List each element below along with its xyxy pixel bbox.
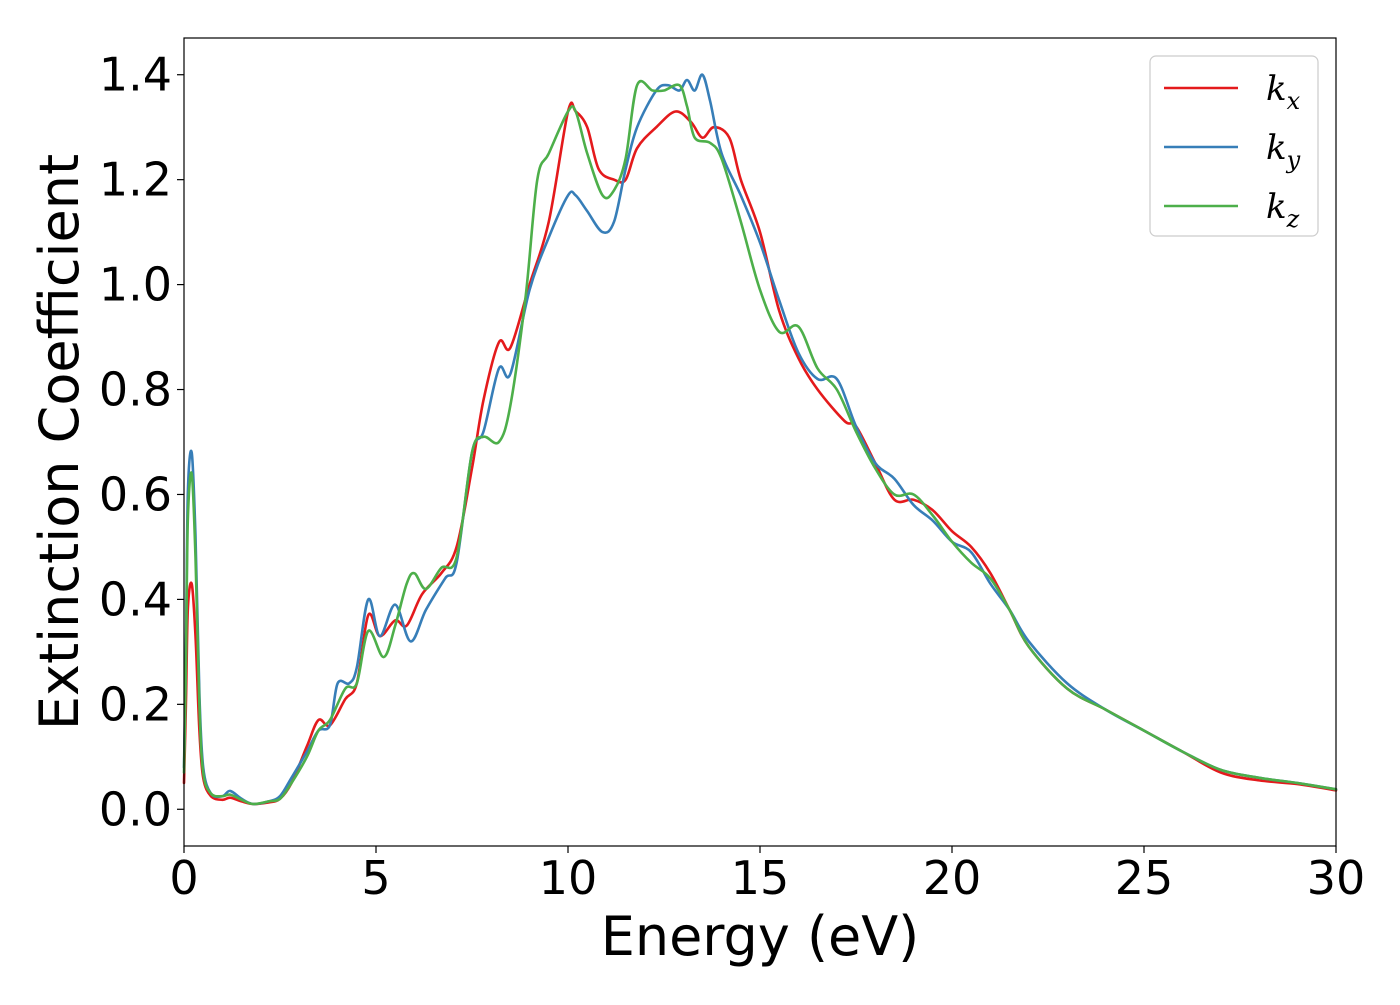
y-tick-label: 0.8 [99,363,172,417]
x-tick-label: 15 [731,851,790,905]
y-tick-label: 0.6 [99,467,172,521]
y-tick-label: 0.2 [99,677,172,731]
x-tick-label: 5 [361,851,390,905]
y-tick-label: 1.2 [99,153,172,207]
y-axis-label: Extinction Coefficient [28,154,91,730]
x-axis-label: Energy (eV) [601,905,920,968]
x-tick-label: 30 [1307,851,1366,905]
y-tick-label: 0.4 [99,572,172,626]
y-tick-label: 1.0 [99,258,172,312]
x-tick-label: 0 [169,851,198,905]
x-tick-label: 20 [923,851,982,905]
y-tick-label: 0.0 [99,782,172,836]
series-line-z [182,79,1338,806]
y-axis-ticks: 0.0 0.2 0.4 0.6 0.8 1.0 1.2 1.4 [99,48,184,836]
x-tick-label: 25 [1115,851,1174,905]
x-axis-ticks: 0 5 10 15 20 25 30 [169,846,1365,905]
y-tick-label: 1.4 [99,48,172,102]
x-tick-label: 10 [539,851,598,905]
series-layer [182,73,1338,806]
